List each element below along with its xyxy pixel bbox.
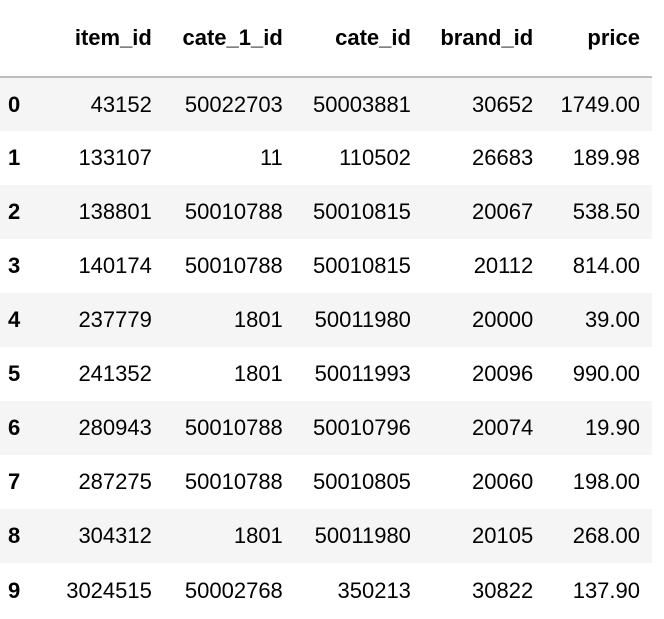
cell-item-id: 304312 bbox=[78, 523, 152, 548]
cell-cate-id: 350213 bbox=[337, 578, 411, 603]
cell-cate-1-id: 1801 bbox=[233, 523, 283, 548]
row-index: 3 bbox=[8, 253, 21, 278]
cell-brand-id: 20112 bbox=[473, 253, 534, 278]
cell-price: 990.00 bbox=[572, 361, 640, 386]
row-index: 6 bbox=[8, 415, 21, 440]
row-index: 4 bbox=[8, 307, 21, 332]
cell-cate-id: 50010815 bbox=[313, 199, 411, 224]
cell-brand-id: 30822 bbox=[472, 578, 534, 603]
cell-item-id: 43152 bbox=[90, 91, 152, 117]
cell-item-id: 241352 bbox=[78, 361, 152, 386]
cell-price: 1749.00 bbox=[560, 91, 640, 117]
cell-cate-1-id: 50022703 bbox=[184, 91, 283, 117]
cell-item-id: 280943 bbox=[78, 415, 152, 440]
cell-cate-1-id: 11 bbox=[259, 145, 283, 170]
row-index: 7 bbox=[8, 469, 21, 494]
cell-price: 814.00 bbox=[572, 253, 640, 278]
cell-item-id: 138801 bbox=[78, 199, 152, 224]
cell-item-id: 287275 bbox=[78, 469, 152, 494]
cell-brand-id: 20060 bbox=[472, 469, 534, 494]
row-index: 5 bbox=[8, 361, 21, 386]
cell-item-id: 3024515 bbox=[66, 578, 152, 603]
cell-item-id: 237779 bbox=[78, 307, 152, 332]
cell-price: 19.90 bbox=[584, 415, 640, 440]
cell-brand-id: 20096 bbox=[472, 361, 534, 386]
row-index: 9 bbox=[8, 578, 21, 603]
cell-cate-id: 50011993 bbox=[314, 361, 411, 386]
table-row: 2 138801 50010788 50010815 20067 538.50 bbox=[0, 185, 652, 239]
cell-cate-1-id: 50010788 bbox=[184, 469, 283, 494]
column-header-price: price bbox=[545, 0, 652, 78]
cell-item-id: 140174 bbox=[78, 253, 152, 278]
column-header-cate-1-id: cate_1_id bbox=[163, 0, 295, 78]
column-header-item-id: item_id bbox=[50, 0, 164, 78]
cell-cate-1-id: 1801 bbox=[233, 307, 283, 332]
cell-brand-id: 26683 bbox=[472, 145, 534, 170]
cell-item-id: 133107 bbox=[78, 145, 152, 170]
table-row: 0 43152 50022703 50003881 30652 1749.00 bbox=[0, 77, 652, 131]
cell-cate-id: 50010805 bbox=[313, 469, 411, 494]
cell-price: 189.98 bbox=[572, 145, 640, 170]
cell-cate-1-id: 50002768 bbox=[184, 578, 283, 603]
table-row: 7 287275 50010788 50010805 20060 198.00 bbox=[0, 455, 652, 509]
cell-price: 268.00 bbox=[572, 523, 640, 548]
cell-cate-id: 50011980 bbox=[314, 307, 411, 332]
cell-cate-id: 50010796 bbox=[313, 415, 411, 440]
cell-cate-id: 50003881 bbox=[313, 91, 411, 117]
cell-cate-1-id: 1801 bbox=[233, 361, 283, 386]
table-row: 8 304312 1801 50011980 20105 268.00 bbox=[0, 509, 652, 563]
cell-price: 538.50 bbox=[572, 199, 640, 224]
table-body: 0 43152 50022703 50003881 30652 1749.00 1 13310… bbox=[0, 77, 652, 619]
cell-brand-id: 20074 bbox=[472, 415, 534, 440]
table-row: 6 280943 50010788 50010796 20074 19.90 bbox=[0, 401, 652, 455]
column-header-cate-id: cate_id bbox=[294, 0, 423, 78]
cell-cate-id: 50010815 bbox=[313, 253, 411, 278]
cell-cate-1-id: 50010788 bbox=[184, 199, 283, 224]
table-row: 4 237779 1801 50011980 20000 39.00 bbox=[0, 293, 652, 347]
cell-brand-id: 20067 bbox=[472, 199, 534, 224]
cell-cate-id: 110502 bbox=[339, 145, 411, 170]
cell-price: 198.00 bbox=[572, 469, 640, 494]
table-header: item_id cate_1_id cate_id brand_id price bbox=[0, 0, 652, 78]
cell-price: 137.90 bbox=[572, 578, 640, 603]
cell-cate-1-id: 50010788 bbox=[184, 415, 283, 440]
table-row: 9 3024515 50002768 350213 30822 137.90 bbox=[0, 563, 652, 619]
cell-price: 39.00 bbox=[584, 307, 640, 332]
column-header-brand-id: brand_id bbox=[422, 0, 546, 78]
table-row: 5 241352 1801 50011993 20096 990.00 bbox=[0, 347, 652, 401]
header-row: item_id cate_1_id cate_id brand_id price bbox=[0, 0, 652, 78]
row-index: 0 bbox=[8, 91, 21, 117]
index-header bbox=[0, 0, 50, 78]
cell-brand-id: 20105 bbox=[472, 523, 534, 548]
table-row: 1 133107 11 110502 26683 189.98 bbox=[0, 131, 652, 185]
cell-brand-id: 20000 bbox=[472, 307, 534, 332]
row-index: 8 bbox=[8, 523, 21, 548]
row-index: 1 bbox=[8, 145, 21, 170]
row-index: 2 bbox=[8, 199, 21, 224]
cell-brand-id: 30652 bbox=[472, 91, 534, 117]
table-row: 3 140174 50010788 50010815 20112 814.00 bbox=[0, 239, 652, 293]
cell-cate-id: 50011980 bbox=[314, 523, 411, 548]
cell-cate-1-id: 50010788 bbox=[184, 253, 283, 278]
